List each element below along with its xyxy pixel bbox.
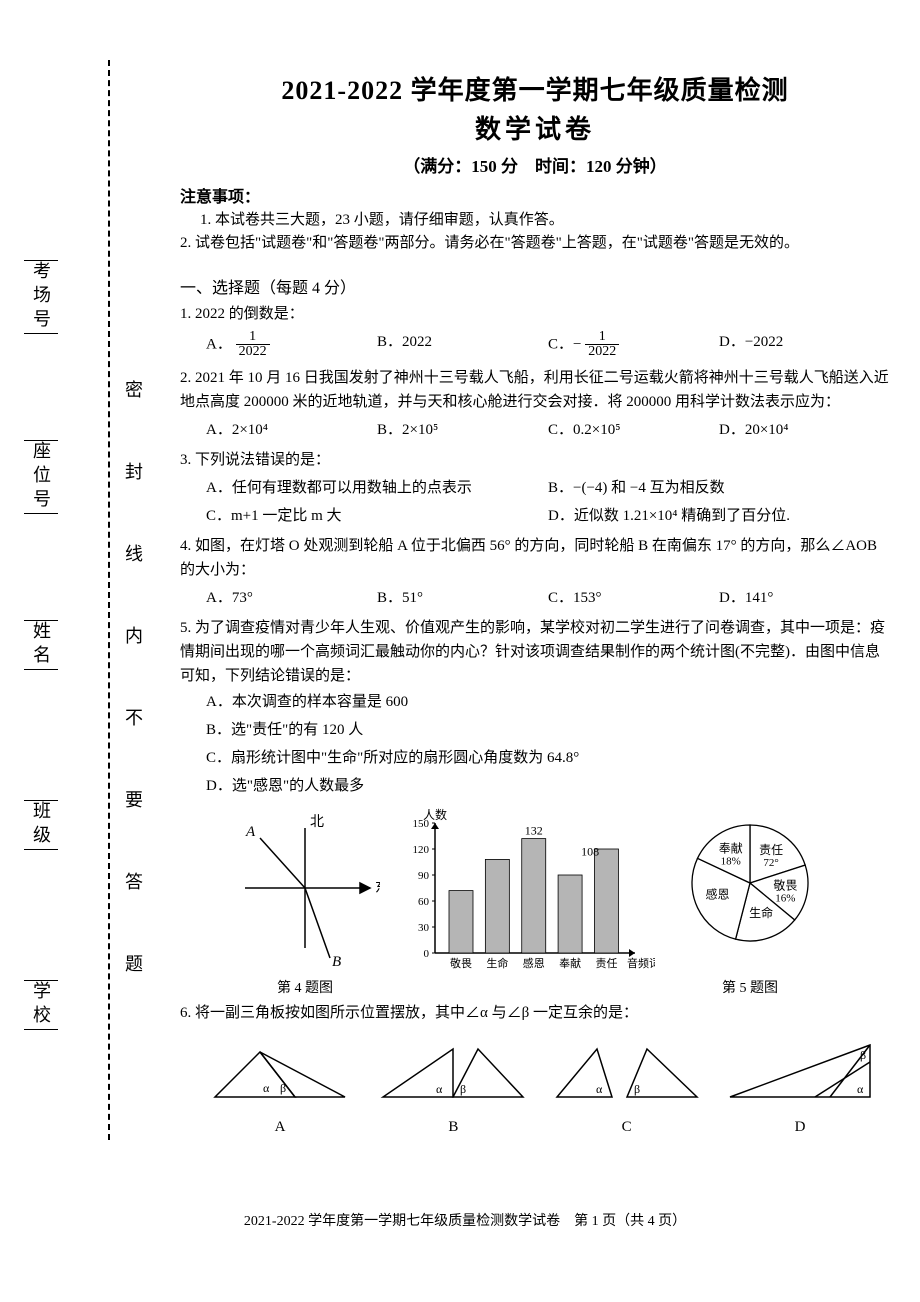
q2-stem: 2. 2021 年 10 月 16 日我国发射了神州十三号载人飞船，利用长征二号… [180,366,890,414]
section-1-title: 一、选择题（每题 4 分） [180,274,890,298]
svg-text:60: 60 [418,896,430,908]
svg-text:B: B [332,954,341,968]
q4-opt-c: C．153° [548,584,719,612]
q4-options: A．73° B．51° C．153° D．141° [206,584,890,612]
q4-opt-a: A．73° [206,584,377,612]
question-5: 5. 为了调查疫情对青少年人生观、价值观产生的影响，某学校对初二学生进行了问卷调… [180,616,890,800]
q2-opt-a: A．2×10⁴ [206,416,377,444]
svg-text:β: β [860,1048,866,1062]
q5-caption: 第 5 题图 [660,977,840,997]
q3-options: A．任何有理数都可以用数轴上的点表示 B．−(−4) 和 −4 互为相反数 C．… [206,474,890,530]
svg-text:东: 东 [375,880,380,896]
q5-opt-b: B．选"责任"的有 120 人 [206,716,890,744]
question-4: 4. 如图，在灯塔 O 处观测到轮船 A 位于北偏西 56° 的方向，同时轮船 … [180,534,890,612]
svg-text:16%: 16% [775,893,795,905]
svg-text:敬畏: 敬畏 [773,879,797,893]
svg-text:α: α [857,1082,864,1096]
svg-text:α: α [596,1082,603,1096]
question-1: 1. 2022 的倒数是： A． 12022 B．2022 C．− 12022 … [180,302,890,362]
question-3: 3. 下列说法错误的是： A．任何有理数都可以用数轴上的点表示 B．−(−4) … [180,448,890,530]
q6-fig-b: α β B [373,1037,533,1139]
q5-pie-chart: 责任72° 敬畏16%生命 感恩 奉献18% [665,808,835,968]
q3-opt-c: C．m+1 一定比 m 大 [206,502,548,530]
notice-1: 1. 本试卷共三大题，23 小题，请仔细审题，认真作答。 [200,209,890,232]
svg-text:敬畏: 敬畏 [450,957,472,970]
field-school: 学校 [30,980,58,1030]
page-title-1: 2021-2022 学年度第一学期七年级质量检测 [180,70,890,107]
field-name: 姓名 [30,620,58,670]
field-seat: 座位号 [30,440,58,514]
q3-opt-b: B．−(−4) 和 −4 互为相反数 [548,474,890,502]
q6-fig-c: α β C [547,1037,707,1139]
q1-opt-d: D．−2022 [719,328,890,362]
q4-opt-b: B．51° [377,584,548,612]
q6-fig-d: β α D [720,1037,880,1139]
svg-text:人数: 人数 [423,808,447,822]
notice-2: 2. 试卷包括"试题卷"和"答题卷"两部分。请务必在"答题卷"上答题，在"试题卷… [180,232,890,255]
svg-text:北: 北 [310,814,324,830]
svg-text:感恩: 感恩 [523,957,545,970]
question-2: 2. 2021 年 10 月 16 日我国发射了神州十三号载人飞船，利用长征二号… [180,366,890,444]
q5-bar-chart: 0306090120150人数敬畏生命感恩奉献责任132108音频词汇 [395,808,655,978]
svg-text:β: β [280,1081,286,1095]
q6-stem: 6. 将一副三角板按如图所示位置摆放，其中∠α 与∠β 一定互余的是： [180,1001,890,1025]
svg-text:音频词汇: 音频词汇 [627,956,655,970]
q4-caption: 第 4 题图 [220,977,390,997]
field-class: 班级 [30,800,58,850]
svg-text:奉献: 奉献 [719,841,743,856]
q5-stem: 5. 为了调查疫情对青少年人生观、价值观产生的影响，某学校对初二学生进行了问卷调… [180,616,890,688]
svg-text:108: 108 [581,844,599,858]
q1-opt-c: C．− 12022 [548,328,719,362]
q5-options: A．本次调查的样本容量是 600 B．选"责任"的有 120 人 C．扇形统计图… [206,688,890,800]
q2-opt-b: B．2×10⁵ [377,416,548,444]
svg-text:生命: 生命 [749,905,773,920]
q2-options: A．2×10⁴ B．2×10⁵ C．0.2×10⁵ D．20×10⁴ [206,416,890,444]
q3-opt-a: A．任何有理数都可以用数轴上的点表示 [206,474,548,502]
q5-opt-a: A．本次调查的样本容量是 600 [206,688,890,716]
svg-text:生命: 生命 [486,956,508,970]
page-footer: 2021-2022 学年度第一学期七年级质量检测数学试卷 第 1 页（共 4 页… [30,1210,900,1230]
figures-row: 北 东 A B 第 4 题图 0306090120150人数敬畏生命感恩奉献责任… [180,808,890,997]
q2-opt-d: D．20×10⁴ [719,416,890,444]
seal-dashed-line [108,60,110,1140]
svg-text:0: 0 [424,948,430,960]
notice-head: 注意事项： [180,183,890,207]
q3-stem: 3. 下列说法错误的是： [180,448,890,472]
seal-text: 密 封 线 内 不 要 答 题 [120,380,146,994]
content: 2021-2022 学年度第一学期七年级质量检测 数学试卷 （满分：150 分 … [180,60,890,1139]
q1-opt-a: A． 12022 [206,328,377,362]
svg-text:β: β [634,1082,640,1096]
q4-compass-figure: 北 东 A B [230,808,380,968]
q3-opt-d: D．近似数 1.21×10⁴ 精确到了百分位. [548,502,890,530]
svg-text:18%: 18% [721,856,741,868]
q5-opt-c: C．扇形统计图中"生命"所对应的扇形圆心角度数为 64.8° [206,744,890,772]
svg-text:132: 132 [525,823,543,837]
exam-meta: （满分：150 分 时间：120 分钟） [180,152,890,177]
svg-text:72°: 72° [763,857,778,869]
svg-text:α: α [436,1082,443,1096]
svg-text:β: β [460,1082,466,1096]
svg-text:α: α [263,1081,270,1095]
svg-text:A: A [245,824,256,840]
page-title-2: 数学试卷 [180,109,890,146]
q4-stem: 4. 如图，在灯塔 O 处观测到轮船 A 位于北偏西 56° 的方向，同时轮船 … [180,534,890,582]
q5-opt-d: D．选"感恩"的人数最多 [206,772,890,800]
svg-text:责任: 责任 [595,957,617,970]
svg-text:奉献: 奉献 [559,956,581,970]
svg-text:责任: 责任 [759,843,783,857]
svg-text:30: 30 [418,922,430,934]
q6-fig-a: α β A [200,1037,360,1139]
binding-column: 考场号 座位号 姓名 班级 学校 密 封 线 内 不 要 答 题 [30,60,170,1140]
q6-figures: α β A α β B [200,1037,880,1139]
q1-stem: 1. 2022 的倒数是： [180,302,890,326]
field-exam-room: 考场号 [30,260,58,334]
q2-opt-c: C．0.2×10⁵ [548,416,719,444]
q4-opt-d: D．141° [719,584,890,612]
q1-options: A． 12022 B．2022 C．− 12022 D．−2022 [206,328,890,362]
question-6: 6. 将一副三角板按如图所示位置摆放，其中∠α 与∠β 一定互余的是： α β … [180,1001,890,1139]
q1-opt-b: B．2022 [377,328,548,362]
svg-text:120: 120 [413,844,430,856]
svg-text:90: 90 [418,870,430,882]
svg-text:感恩: 感恩 [705,886,729,901]
